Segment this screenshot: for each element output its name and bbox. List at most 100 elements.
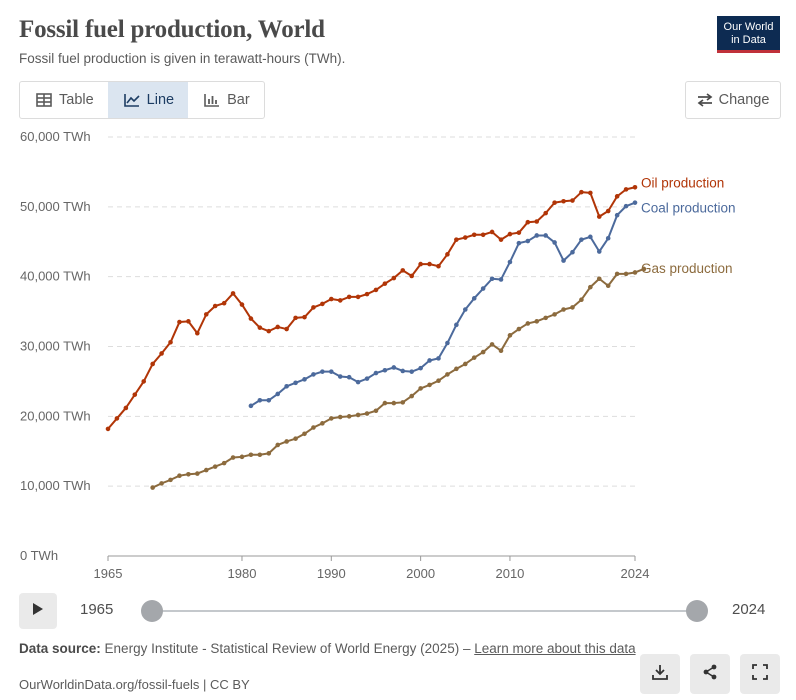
data-point bbox=[534, 319, 540, 324]
data-point bbox=[498, 237, 504, 242]
owid-logo[interactable]: Our World in Data bbox=[717, 16, 780, 53]
data-point bbox=[329, 416, 334, 421]
data-point bbox=[302, 314, 307, 320]
data-point bbox=[284, 384, 289, 389]
data-point bbox=[409, 273, 414, 279]
data-point bbox=[596, 214, 602, 219]
data-point bbox=[409, 393, 414, 399]
learn-more-link[interactable]: Learn more about this data bbox=[474, 641, 636, 656]
fullscreen-button[interactable] bbox=[740, 654, 780, 694]
data-point bbox=[471, 355, 477, 360]
series-label: Oil production bbox=[641, 175, 724, 190]
data-point bbox=[195, 471, 200, 476]
fullscreen-icon bbox=[752, 663, 768, 685]
data-point bbox=[641, 266, 647, 272]
data-point bbox=[320, 301, 325, 307]
data-point bbox=[418, 261, 423, 267]
data-point bbox=[579, 237, 584, 242]
y-tick-label: 30,000 TWh bbox=[20, 339, 91, 354]
timeline-end-handle[interactable] bbox=[686, 600, 708, 622]
data-point bbox=[454, 322, 459, 328]
data-point bbox=[445, 340, 450, 346]
timeline-track[interactable] bbox=[152, 610, 697, 612]
change-button-label: Change bbox=[718, 92, 770, 108]
tab-bar-label: Bar bbox=[227, 92, 250, 108]
data-point bbox=[579, 189, 584, 195]
timeline-start-handle[interactable] bbox=[141, 600, 163, 622]
data-point bbox=[382, 367, 388, 373]
data-point bbox=[311, 372, 316, 377]
tab-bar[interactable]: Bar bbox=[188, 82, 264, 118]
data-point bbox=[150, 361, 155, 367]
download-button[interactable] bbox=[640, 654, 680, 694]
data-point bbox=[248, 452, 254, 458]
tab-line-label: Line bbox=[146, 92, 175, 108]
data-point bbox=[462, 307, 468, 312]
data-point bbox=[614, 194, 620, 199]
data-point bbox=[588, 190, 593, 196]
data-point bbox=[561, 258, 566, 263]
x-tick-label: 1965 bbox=[94, 566, 123, 581]
data-point bbox=[177, 473, 182, 478]
swap-arrows-icon bbox=[697, 93, 713, 107]
data-point bbox=[409, 369, 414, 374]
data-point bbox=[105, 426, 111, 432]
data-point bbox=[400, 400, 406, 405]
footer-url: OurWorldinData.org/fossil-fuels | CC BY bbox=[19, 677, 250, 692]
x-tick-label: 2010 bbox=[495, 566, 524, 581]
data-point bbox=[221, 300, 227, 306]
data-point bbox=[400, 268, 406, 273]
data-point bbox=[391, 365, 397, 370]
y-tick-label: 60,000 TWh bbox=[20, 129, 91, 144]
data-point bbox=[337, 298, 343, 303]
y-tick-label: 20,000 TWh bbox=[20, 408, 91, 423]
bar-chart-icon bbox=[204, 93, 220, 107]
data-point bbox=[418, 386, 423, 391]
data-point bbox=[427, 382, 432, 388]
data-point bbox=[266, 451, 272, 456]
data-point bbox=[141, 379, 147, 384]
data-point bbox=[489, 342, 495, 347]
share-button[interactable] bbox=[690, 654, 730, 694]
data-point bbox=[159, 481, 164, 486]
data-point bbox=[346, 414, 352, 419]
tab-line[interactable]: Line bbox=[107, 82, 189, 118]
data-point bbox=[525, 219, 531, 225]
x-tick-label: 2024 bbox=[621, 566, 650, 581]
series-label: Coal production bbox=[641, 201, 736, 216]
data-point bbox=[311, 305, 316, 310]
data-point bbox=[525, 238, 531, 244]
data-point bbox=[570, 249, 575, 255]
data-point bbox=[552, 240, 557, 245]
change-button[interactable]: Change bbox=[685, 81, 781, 119]
data-point bbox=[266, 397, 272, 403]
data-point bbox=[498, 348, 504, 353]
data-point bbox=[507, 259, 513, 265]
data-point bbox=[462, 361, 468, 367]
y-tick-label: 0 TWh bbox=[20, 548, 58, 563]
timeline-start-year: 1965 bbox=[80, 601, 114, 618]
data-point bbox=[418, 365, 423, 371]
data-point bbox=[132, 392, 138, 397]
data-point bbox=[203, 312, 209, 317]
chart-subtitle: Fossil fuel production is given in teraw… bbox=[19, 51, 346, 66]
data-point bbox=[436, 378, 441, 384]
data-point bbox=[230, 455, 236, 460]
data-point bbox=[355, 412, 361, 418]
play-button[interactable] bbox=[19, 593, 57, 629]
data-point bbox=[427, 261, 432, 267]
data-point bbox=[320, 421, 325, 426]
data-point bbox=[373, 287, 379, 293]
data-point bbox=[186, 319, 191, 324]
data-point bbox=[275, 391, 281, 397]
data-point bbox=[320, 369, 325, 374]
data-point bbox=[203, 467, 209, 473]
data-point bbox=[623, 203, 629, 209]
data-point bbox=[168, 477, 173, 483]
tab-table[interactable]: Table bbox=[20, 82, 108, 118]
data-point bbox=[623, 187, 629, 192]
data-point bbox=[177, 319, 182, 325]
view-tabs: Table Line Bar bbox=[19, 81, 265, 119]
data-point bbox=[266, 328, 272, 334]
data-point bbox=[516, 240, 522, 246]
